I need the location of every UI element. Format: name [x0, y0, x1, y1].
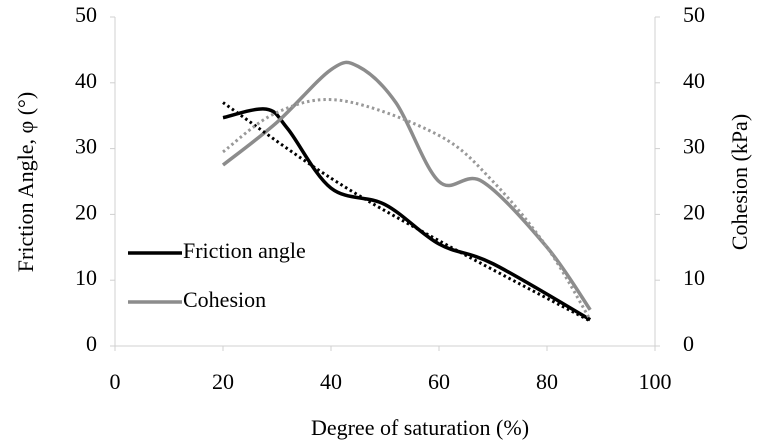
x-tick-label: 80 — [536, 369, 558, 394]
x-tick-label: 20 — [212, 369, 234, 394]
y2-tick-label: 0 — [683, 331, 694, 356]
x-axis-title: Degree of saturation (%) — [311, 415, 529, 440]
x-tick-label: 0 — [110, 369, 121, 394]
y-tick-label: 10 — [75, 265, 97, 290]
y2-tick-label: 50 — [683, 2, 705, 27]
legend-label: Friction angle — [183, 238, 306, 263]
x-tick-label: 40 — [320, 369, 342, 394]
trend-line — [222, 98, 592, 321]
data-line — [221, 60, 592, 311]
y2-axis-title: Cohesion (kPa) — [727, 114, 752, 250]
y-tick-label: 20 — [75, 199, 97, 224]
y2-tick-label: 30 — [683, 134, 705, 159]
y-tick-label: 50 — [75, 2, 97, 27]
x-tick-label: 60 — [428, 369, 450, 394]
y2-tick-label: 10 — [683, 265, 705, 290]
y2-tick-label: 20 — [683, 199, 705, 224]
y-tick-label: 40 — [75, 68, 97, 93]
y-tick-label: 30 — [75, 134, 97, 159]
y-tick-label: 0 — [86, 331, 97, 356]
x-tick-label: 100 — [639, 369, 672, 394]
data-line — [222, 107, 592, 322]
legend-label: Cohesion — [183, 287, 266, 312]
y-axis-title: Friction Angle, φ (°) — [13, 92, 38, 272]
trend-line — [222, 101, 591, 323]
y2-tick-label: 40 — [683, 68, 705, 93]
